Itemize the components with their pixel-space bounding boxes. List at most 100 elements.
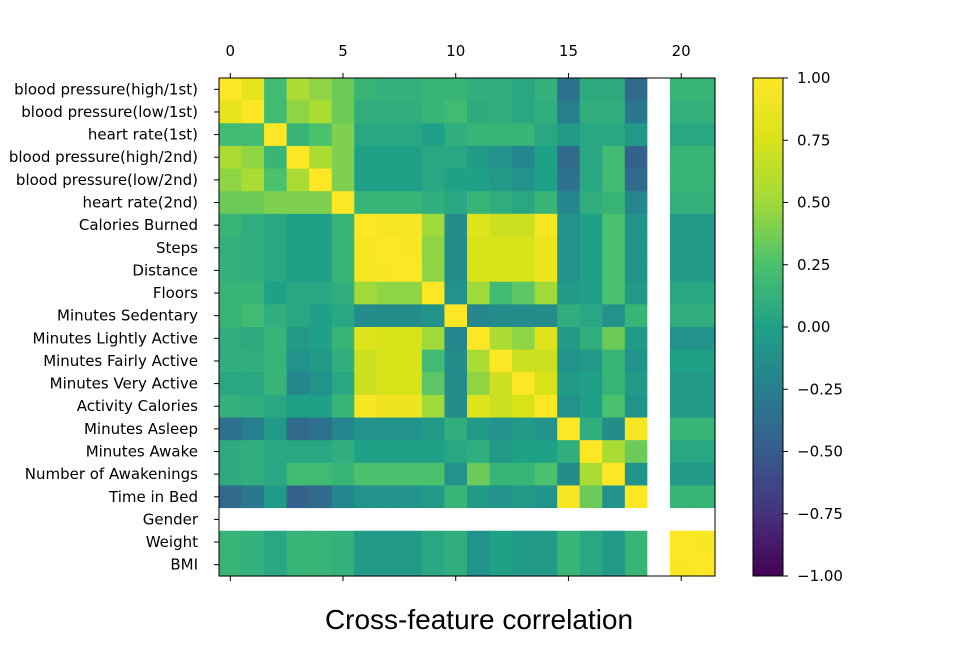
colorbar-tick-label: 0.50 bbox=[797, 194, 830, 212]
heatmap-cell bbox=[512, 281, 536, 305]
heatmap-cell bbox=[534, 259, 558, 283]
heatmap-cell bbox=[421, 100, 446, 124]
heatmap-cell bbox=[579, 259, 603, 283]
heatmap-cell bbox=[309, 372, 333, 396]
heatmap-cell bbox=[331, 508, 355, 532]
heatmap-cell bbox=[264, 417, 288, 441]
heatmap-cell bbox=[602, 417, 626, 441]
heatmap-cell bbox=[624, 372, 648, 396]
heatmap-cell bbox=[489, 530, 513, 554]
heatmap-cell bbox=[557, 508, 581, 532]
heatmap-cell bbox=[331, 236, 355, 260]
figure-caption: Cross-feature correlation bbox=[324, 604, 634, 635]
heatmap-cell bbox=[421, 394, 446, 419]
heatmap-cell bbox=[512, 485, 536, 509]
row-label: Distance bbox=[132, 261, 198, 279]
heatmap-cell bbox=[286, 440, 310, 464]
heatmap-cell bbox=[264, 394, 288, 419]
heatmap-cell bbox=[421, 327, 446, 351]
row-label: Gender bbox=[143, 510, 199, 528]
heatmap-cell bbox=[579, 78, 603, 102]
heatmap-cell bbox=[467, 191, 491, 215]
heatmap-cell bbox=[647, 349, 671, 373]
heatmap-cell bbox=[557, 372, 581, 396]
heatmap-cell bbox=[421, 168, 446, 192]
heatmap-cell bbox=[557, 440, 581, 464]
x-tick-label: 0 bbox=[225, 42, 235, 60]
row-label: Weight bbox=[146, 533, 198, 551]
heatmap-cell bbox=[557, 394, 581, 419]
heatmap-cell bbox=[692, 417, 716, 441]
heatmap-cell bbox=[241, 349, 265, 373]
heatmap-cell bbox=[602, 440, 626, 464]
heatmap-cell bbox=[647, 530, 671, 554]
heatmap-cell bbox=[286, 530, 310, 554]
heatmap-cell bbox=[512, 191, 536, 215]
heatmap-cell bbox=[669, 349, 694, 373]
heatmap-cell bbox=[579, 281, 603, 305]
heatmap-cell bbox=[624, 213, 648, 238]
heatmap-cell bbox=[241, 100, 265, 124]
heatmap-cell bbox=[692, 372, 716, 396]
heatmap-cell bbox=[624, 462, 648, 487]
heatmap-cell bbox=[241, 485, 265, 509]
heatmap-cell bbox=[602, 100, 626, 124]
row-label: Activity Calories bbox=[77, 397, 198, 415]
heatmap-cell bbox=[331, 168, 355, 192]
heatmap-cell bbox=[669, 78, 694, 102]
heatmap-cell bbox=[512, 304, 536, 328]
heatmap-cell bbox=[264, 259, 288, 283]
heatmap-cell bbox=[399, 349, 423, 373]
heatmap-cell bbox=[444, 259, 468, 283]
heatmap-cell bbox=[692, 123, 716, 147]
heatmap-cell bbox=[309, 304, 333, 328]
heatmap-cell bbox=[602, 304, 626, 328]
heatmap-cell bbox=[421, 78, 446, 102]
heatmap-cell bbox=[557, 281, 581, 305]
heatmap-cell bbox=[241, 462, 265, 487]
heatmap-cell bbox=[264, 372, 288, 396]
heatmap-cell bbox=[309, 417, 333, 441]
heatmap-cell bbox=[557, 100, 581, 124]
heatmap-cell bbox=[602, 372, 626, 396]
heatmap-cell bbox=[219, 168, 243, 192]
heatmap-cell bbox=[669, 236, 694, 260]
heatmap-cell bbox=[399, 394, 423, 419]
row-label: Minutes Awake bbox=[86, 443, 198, 461]
heatmap-cell bbox=[512, 530, 536, 554]
heatmap-cell bbox=[219, 440, 243, 464]
heatmap-cell bbox=[331, 462, 355, 487]
heatmap-cell bbox=[647, 78, 671, 102]
heatmap-cell bbox=[579, 440, 603, 464]
heatmap-cell bbox=[219, 462, 243, 487]
row-labels: blood pressure(high/1st) blood pressure(l… bbox=[9, 80, 219, 574]
heatmap-cell bbox=[286, 145, 310, 170]
heatmap-cell bbox=[331, 123, 355, 147]
row-label: Minutes Lightly Active bbox=[33, 329, 198, 347]
heatmap-cell bbox=[669, 508, 694, 532]
heatmap-cell bbox=[286, 281, 310, 305]
heatmap-cell bbox=[399, 78, 423, 102]
heatmap-cell bbox=[286, 462, 310, 487]
row-label: Number of Awakenings bbox=[25, 465, 198, 483]
heatmap-cell bbox=[331, 259, 355, 283]
heatmap-cell bbox=[489, 304, 513, 328]
x-tick-label: 5 bbox=[338, 42, 348, 60]
heatmap-cell bbox=[669, 462, 694, 487]
heatmap-cell bbox=[241, 213, 265, 238]
heatmap-cell bbox=[309, 508, 333, 532]
heatmap-cell bbox=[444, 304, 468, 328]
heatmap-cell bbox=[264, 462, 288, 487]
heatmap-cell bbox=[624, 145, 648, 170]
heatmap-cell bbox=[534, 327, 558, 351]
heatmap-cell bbox=[489, 78, 513, 102]
row-label: Time in Bed bbox=[108, 488, 198, 506]
heatmap-cell bbox=[421, 213, 446, 238]
heatmap-cell bbox=[512, 78, 536, 102]
heatmap-cell bbox=[602, 78, 626, 102]
heatmap-cell bbox=[376, 236, 400, 260]
heatmap-cell bbox=[512, 440, 536, 464]
heatmap-cell bbox=[467, 213, 491, 238]
heatmap-cell bbox=[444, 349, 468, 373]
heatmap-cell bbox=[444, 213, 468, 238]
